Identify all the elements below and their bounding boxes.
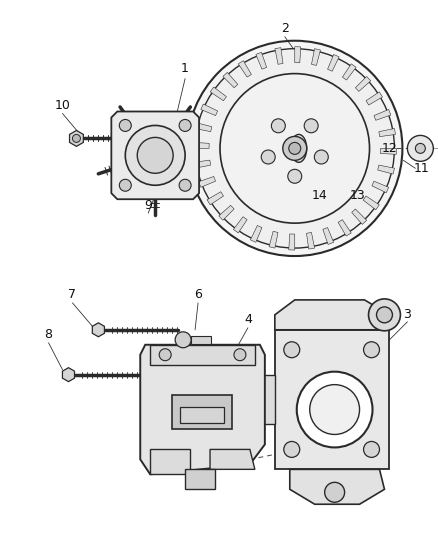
Circle shape (288, 142, 300, 155)
Polygon shape (373, 109, 390, 120)
Polygon shape (274, 47, 283, 64)
Circle shape (376, 307, 392, 323)
Circle shape (414, 143, 424, 154)
Polygon shape (150, 449, 190, 474)
Text: 2: 2 (280, 22, 288, 35)
Text: 4: 4 (244, 313, 251, 326)
Circle shape (363, 342, 378, 358)
Polygon shape (259, 375, 274, 424)
Polygon shape (294, 47, 300, 63)
Bar (191, 336, 211, 344)
Polygon shape (342, 64, 355, 80)
Polygon shape (209, 449, 254, 470)
Text: 14: 14 (311, 189, 327, 201)
Polygon shape (92, 323, 104, 337)
Polygon shape (210, 87, 226, 101)
Text: 13: 13 (349, 189, 364, 201)
Polygon shape (365, 92, 381, 105)
Circle shape (179, 119, 191, 132)
Circle shape (194, 49, 394, 248)
Circle shape (219, 74, 369, 223)
Text: 3: 3 (403, 309, 410, 321)
Circle shape (296, 372, 372, 447)
Circle shape (324, 482, 344, 502)
Circle shape (304, 119, 318, 133)
Circle shape (283, 342, 299, 358)
Polygon shape (69, 131, 83, 147)
Polygon shape (111, 111, 198, 199)
Circle shape (125, 125, 185, 185)
Circle shape (283, 441, 299, 457)
Polygon shape (327, 54, 339, 71)
Text: 9: 9 (144, 199, 152, 212)
Circle shape (119, 179, 131, 191)
Text: 10: 10 (54, 99, 70, 112)
Polygon shape (140, 345, 264, 474)
Circle shape (367, 299, 399, 331)
Circle shape (271, 119, 285, 133)
Polygon shape (233, 217, 247, 233)
Circle shape (287, 169, 301, 183)
Polygon shape (322, 228, 333, 245)
Polygon shape (379, 148, 396, 155)
Polygon shape (250, 225, 261, 243)
Circle shape (261, 150, 275, 164)
Polygon shape (223, 72, 237, 88)
Polygon shape (200, 104, 217, 116)
Circle shape (159, 349, 171, 361)
Circle shape (363, 441, 378, 457)
Polygon shape (255, 52, 266, 69)
Polygon shape (288, 234, 294, 250)
Circle shape (282, 136, 306, 160)
Polygon shape (193, 142, 208, 148)
Circle shape (233, 349, 245, 361)
Text: 11: 11 (413, 162, 428, 175)
Polygon shape (378, 128, 395, 136)
Text: 8: 8 (44, 328, 53, 341)
Circle shape (406, 135, 432, 161)
Text: 1: 1 (181, 62, 189, 75)
Ellipse shape (290, 134, 306, 163)
Polygon shape (194, 123, 211, 132)
Polygon shape (150, 345, 254, 365)
Polygon shape (185, 470, 215, 489)
Polygon shape (172, 394, 231, 430)
Text: 12: 12 (381, 142, 396, 155)
Text: 6: 6 (194, 288, 201, 301)
Circle shape (137, 138, 173, 173)
Circle shape (179, 179, 191, 191)
Polygon shape (238, 61, 251, 77)
Polygon shape (337, 220, 350, 236)
Polygon shape (218, 205, 233, 220)
Polygon shape (377, 165, 394, 174)
Polygon shape (274, 330, 389, 470)
Polygon shape (180, 407, 223, 423)
Circle shape (119, 119, 131, 132)
Polygon shape (371, 181, 388, 193)
Circle shape (309, 385, 359, 434)
Polygon shape (355, 76, 370, 92)
Polygon shape (362, 196, 378, 210)
Polygon shape (306, 232, 314, 249)
Polygon shape (198, 176, 215, 187)
Polygon shape (62, 368, 74, 382)
Polygon shape (194, 160, 210, 168)
Polygon shape (268, 231, 277, 248)
Circle shape (175, 332, 191, 348)
Polygon shape (351, 209, 366, 224)
Circle shape (314, 150, 328, 164)
Polygon shape (207, 192, 223, 205)
Polygon shape (289, 470, 384, 504)
Polygon shape (311, 49, 320, 66)
Circle shape (187, 41, 402, 256)
Polygon shape (274, 300, 389, 330)
Circle shape (72, 134, 80, 142)
Text: 7: 7 (68, 288, 76, 301)
